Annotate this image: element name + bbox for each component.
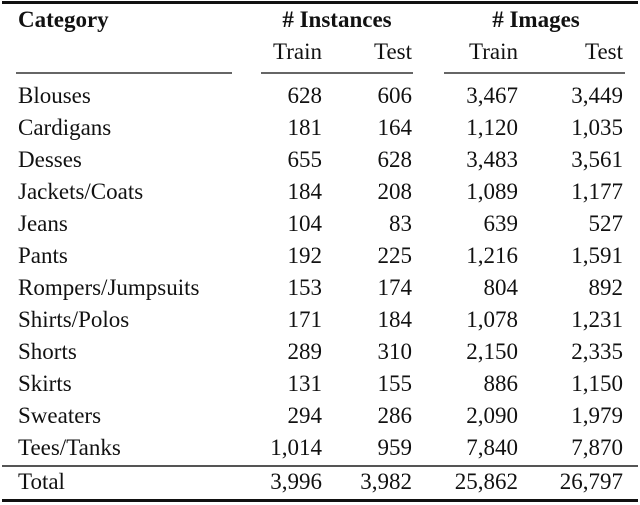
category-cell: Pants — [18, 243, 68, 268]
images-test-cell: 1,979 — [571, 403, 623, 428]
category-cell: Rompers/Jumpsuits — [18, 275, 200, 300]
instances-train-cell: 289 — [287, 339, 323, 364]
table-row: Shorts 289 310 2,150 2,335 — [0, 337, 640, 369]
category-cell: Jackets/Coats — [18, 179, 144, 204]
images-train-cell: 1,120 — [466, 115, 518, 140]
instances-train-cell: 655 — [287, 147, 323, 172]
bottom-rule — [2, 499, 638, 502]
instances-test-cell: 208 — [377, 179, 413, 204]
top-rule — [2, 1, 638, 4]
images-train-cell: 804 — [483, 275, 519, 300]
category-cell: Desses — [18, 147, 82, 172]
images-test-cell: 7,870 — [571, 435, 623, 460]
instances-test-cell: 225 — [377, 243, 413, 268]
images-test-cell: 2,335 — [571, 339, 623, 364]
images-test-cell: 1,150 — [571, 371, 623, 396]
header-images-train: Train — [469, 39, 518, 64]
instances-train-cell: 1,014 — [270, 435, 322, 460]
instances-test-cell: 164 — [377, 115, 413, 140]
header-instances-test: Test — [374, 39, 412, 64]
category-cell: Sweaters — [18, 403, 102, 428]
images-train-cell: 7,840 — [466, 435, 518, 460]
images-train-cell: 2,090 — [466, 403, 518, 428]
images-test-cell: 1,035 — [571, 115, 623, 140]
total-images-test: 26,797 — [559, 469, 623, 494]
header-category: Category — [18, 7, 109, 32]
instances-test-cell: 155 — [377, 371, 413, 396]
instances-test-cell: 286 — [377, 403, 413, 428]
table-row: Desses 655 628 3,483 3,561 — [0, 145, 640, 177]
instances-train-cell: 192 — [287, 243, 323, 268]
table-row: Pants 192 225 1,216 1,591 — [0, 241, 640, 273]
table-row: Shirts/Polos 171 184 1,078 1,231 — [0, 305, 640, 337]
images-train-cell: 3,483 — [466, 147, 518, 172]
instances-test-cell: 310 — [377, 339, 413, 364]
images-train-cell: 1,216 — [466, 243, 518, 268]
instances-test-cell: 83 — [389, 211, 412, 236]
table-row: Sweaters 294 286 2,090 1,979 — [0, 401, 640, 433]
category-cell: Skirts — [18, 371, 72, 396]
images-train-cell: 886 — [483, 371, 519, 396]
images-test-cell: 3,561 — [571, 147, 623, 172]
instances-test-cell: 628 — [377, 147, 413, 172]
table-row: Rompers/Jumpsuits 153 174 804 892 — [0, 273, 640, 305]
instances-train-cell: 104 — [287, 211, 323, 236]
table-body: Blouses 628 606 3,467 3,449 Cardigans 18… — [0, 81, 640, 465]
category-cell: Cardigans — [18, 115, 112, 140]
images-train-cell: 2,150 — [466, 339, 518, 364]
images-train-cell: 3,467 — [466, 83, 518, 108]
images-train-cell: 639 — [483, 211, 519, 236]
images-test-cell: 527 — [588, 211, 624, 236]
table-row: Jeans 104 83 639 527 — [0, 209, 640, 241]
instances-test-cell: 959 — [377, 435, 413, 460]
table-row: Tees/Tanks 1,014 959 7,840 7,870 — [0, 433, 640, 465]
instances-train-cell: 294 — [287, 403, 323, 428]
category-cell: Shorts — [18, 339, 77, 364]
header-images: # Images — [492, 7, 580, 32]
images-test-cell: 3,449 — [571, 83, 623, 108]
images-test-cell: 1,591 — [571, 243, 623, 268]
category-cell: Shirts/Polos — [18, 307, 130, 332]
category-cell: Tees/Tanks — [18, 435, 121, 460]
cmidrule-instances — [261, 72, 413, 74]
table-row: Blouses 628 606 3,467 3,449 — [0, 81, 640, 113]
table-row: Skirts 131 155 886 1,150 — [0, 369, 640, 401]
instances-train-cell: 153 — [287, 275, 323, 300]
category-cell: Blouses — [18, 83, 91, 108]
instances-test-cell: 174 — [377, 275, 413, 300]
category-cell: Jeans — [18, 211, 68, 236]
instances-train-cell: 171 — [287, 307, 323, 332]
images-train-cell: 1,078 — [466, 307, 518, 332]
header-instances: # Instances — [282, 7, 392, 32]
instances-train-cell: 628 — [287, 83, 323, 108]
total-section: Total 3,996 3,982 25,862 26,797 — [0, 467, 640, 499]
total-instances-test: 3,982 — [360, 469, 412, 494]
total-label: Total — [18, 469, 65, 494]
total-images-train: 25,862 — [454, 469, 518, 494]
images-test-cell: 1,231 — [571, 307, 623, 332]
table-row: Jackets/Coats 184 208 1,089 1,177 — [0, 177, 640, 209]
table-row: Cardigans 181 164 1,120 1,035 — [0, 113, 640, 145]
total-instances-train: 3,996 — [270, 469, 322, 494]
instances-train-cell: 131 — [287, 371, 323, 396]
cmidrule-category — [16, 72, 232, 74]
images-test-cell: 892 — [588, 275, 624, 300]
images-train-cell: 1,089 — [466, 179, 518, 204]
mid-rule — [2, 465, 638, 467]
header-instances-train: Train — [273, 39, 322, 64]
instances-test-cell: 606 — [377, 83, 413, 108]
instances-test-cell: 184 — [377, 307, 413, 332]
instances-train-cell: 181 — [287, 115, 323, 140]
instances-train-cell: 184 — [287, 179, 323, 204]
header-images-test: Test — [585, 39, 623, 64]
total-row: Total 3,996 3,982 25,862 26,797 — [0, 467, 640, 499]
cmidrule-images — [444, 72, 625, 74]
images-test-cell: 1,177 — [571, 179, 623, 204]
